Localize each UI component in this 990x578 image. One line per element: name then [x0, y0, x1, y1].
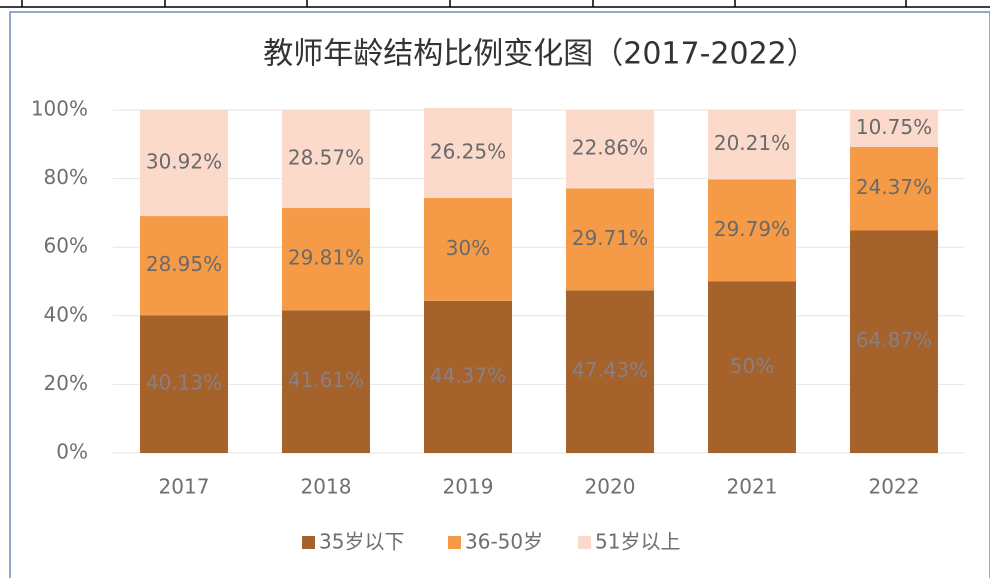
data-label: 30.92% [146, 150, 222, 174]
bar-segment [566, 290, 654, 453]
bar-segment [850, 146, 938, 231]
bar-segment [566, 188, 654, 291]
legend-label: 35岁以下 [319, 530, 404, 554]
bar-segment [708, 281, 796, 453]
bar-segment [424, 197, 512, 301]
bar-segment [140, 315, 228, 453]
data-label: 28.57% [288, 146, 364, 170]
data-label: 29.71% [572, 226, 648, 250]
chart-title: 教师年龄结构比例变化图（2017-2022） [263, 37, 817, 72]
bar-segment [140, 110, 228, 217]
y-tick-label: 20% [44, 371, 88, 395]
legend-swatch [578, 536, 591, 549]
legend-label: 51岁以上 [595, 530, 680, 554]
x-tick-label: 2019 [443, 475, 494, 499]
x-tick-label: 2018 [301, 475, 352, 499]
bar-segment [708, 179, 796, 282]
legend-swatch [302, 536, 315, 549]
data-label: 44.37% [430, 363, 506, 387]
bar-segment [424, 107, 512, 198]
y-tick-label: 60% [44, 234, 88, 258]
bar-segment [708, 110, 796, 180]
y-tick-label: 100% [31, 97, 88, 121]
bar-segment [282, 310, 370, 453]
legend-swatch [448, 536, 461, 549]
data-label: 20.21% [714, 131, 790, 155]
x-tick-label: 2022 [869, 475, 920, 499]
data-label: 10.75% [856, 115, 932, 139]
data-label: 24.37% [856, 175, 932, 199]
data-label: 41.61% [288, 368, 364, 392]
table-strip [0, 0, 990, 8]
bar-segment [282, 208, 370, 311]
data-label: 64.87% [856, 328, 932, 352]
bar-segment [140, 216, 228, 316]
frame [9, 11, 990, 578]
bar-segment [424, 300, 512, 453]
bar-segment [566, 110, 654, 189]
x-tick-label: 2020 [585, 475, 636, 499]
data-label: 26.25% [430, 139, 506, 163]
legend-label: 36-50岁 [465, 530, 543, 554]
data-label: 50% [730, 354, 774, 378]
y-tick-label: 0% [56, 440, 88, 464]
bar-segment [850, 230, 938, 453]
y-tick-label: 80% [44, 165, 88, 189]
x-tick-label: 2017 [159, 475, 210, 499]
data-label: 29.81% [288, 246, 364, 270]
x-tick-label: 2021 [727, 475, 778, 499]
data-label: 29.79% [714, 217, 790, 241]
bar-segment [282, 110, 370, 209]
data-label: 30% [446, 236, 490, 260]
data-label: 47.43% [572, 358, 648, 382]
data-label: 28.95% [146, 252, 222, 276]
data-label: 40.13% [146, 371, 222, 395]
bar-segment [850, 110, 938, 147]
data-label: 22.86% [572, 136, 648, 160]
y-tick-label: 40% [44, 302, 88, 326]
